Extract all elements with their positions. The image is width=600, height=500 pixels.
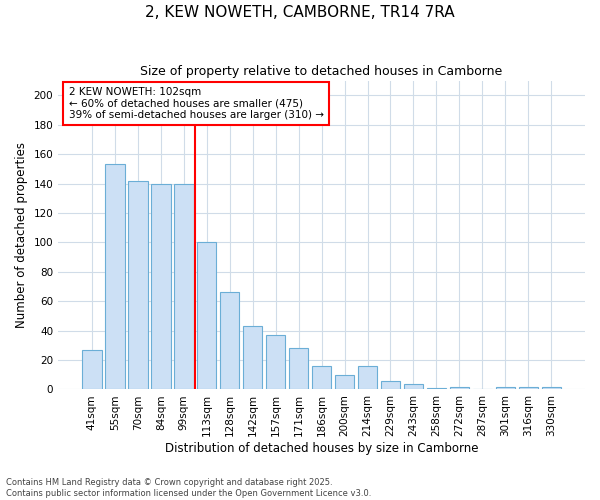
Bar [335,374,355,390]
Text: Contains HM Land Registry data © Crown copyright and database right 2025.
Contai: Contains HM Land Registry data © Crown c… [6,478,371,498]
Bar [243,326,262,390]
Bar [151,184,170,390]
Title: Size of property relative to detached houses in Camborne: Size of property relative to detached ho… [140,65,503,78]
Bar [220,292,239,390]
Bar [128,180,148,390]
Bar [404,384,423,390]
Bar [427,388,446,390]
Bar [266,335,286,390]
Bar [518,386,538,390]
Bar [449,386,469,390]
Bar [289,348,308,390]
Bar [174,184,194,390]
Bar [542,386,561,390]
Text: 2, KEW NOWETH, CAMBORNE, TR14 7RA: 2, KEW NOWETH, CAMBORNE, TR14 7RA [145,5,455,20]
Bar [82,350,101,390]
Bar [381,380,400,390]
Y-axis label: Number of detached properties: Number of detached properties [15,142,28,328]
Bar [496,386,515,390]
Text: 2 KEW NOWETH: 102sqm
← 60% of detached houses are smaller (475)
39% of semi-deta: 2 KEW NOWETH: 102sqm ← 60% of detached h… [69,86,324,120]
Bar [197,242,217,390]
X-axis label: Distribution of detached houses by size in Camborne: Distribution of detached houses by size … [165,442,478,455]
Bar [312,366,331,390]
Bar [105,164,125,390]
Bar [358,366,377,390]
